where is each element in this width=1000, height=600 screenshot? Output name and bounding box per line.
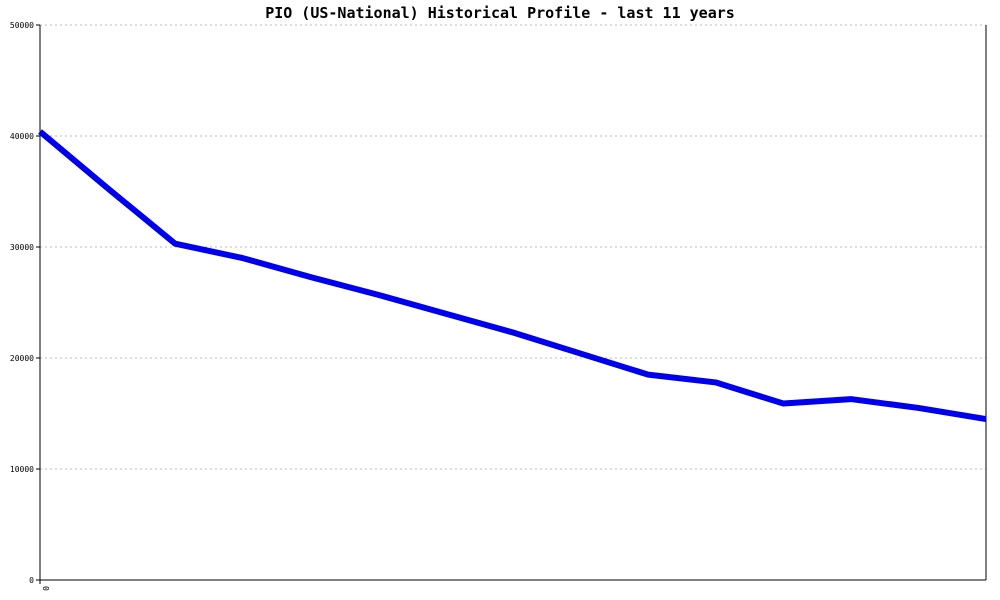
y-tick-label: 50000 — [10, 21, 34, 30]
y-tick-label: 0 — [29, 576, 34, 585]
y-tick-label: 20000 — [10, 354, 34, 363]
y-tick-label: 30000 — [10, 243, 34, 252]
y-tick-label: 40000 — [10, 132, 34, 141]
series-layer — [38, 129, 987, 423]
tick-labels: 0 10000 20000 30000 40000 50000 0 — [10, 21, 50, 591]
chart-title: PIO (US-National) Historical Profile - l… — [265, 4, 735, 22]
series-line — [38, 129, 987, 423]
x-tick-label: 0 — [41, 586, 50, 591]
y-tick-label: 10000 — [10, 465, 34, 474]
axes — [36, 24, 987, 584]
